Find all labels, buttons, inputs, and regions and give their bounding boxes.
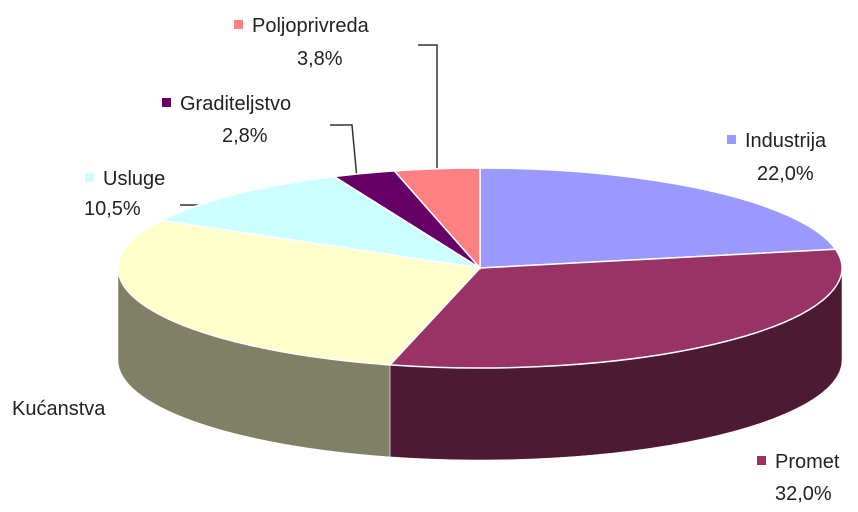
legend-marker bbox=[757, 456, 766, 465]
slice-label: Usluge bbox=[103, 168, 165, 190]
value-label: 3,8% bbox=[297, 48, 343, 70]
leader-line bbox=[418, 44, 438, 185]
value-label: 32,0% bbox=[775, 483, 832, 505]
slice-label: Poljoprivreda bbox=[252, 15, 370, 37]
legend-marker bbox=[85, 173, 94, 182]
slice-label: Promet bbox=[775, 451, 840, 473]
legend-marker bbox=[234, 20, 243, 29]
leader-line bbox=[330, 124, 359, 191]
value-label: 2,8% bbox=[222, 125, 268, 147]
legend-marker bbox=[162, 98, 171, 107]
value-label: 10,5% bbox=[84, 198, 141, 220]
slice bbox=[392, 167, 481, 270]
slice bbox=[159, 175, 481, 269]
slice bbox=[117, 219, 482, 366]
slice bbox=[479, 167, 837, 269]
slice bbox=[388, 248, 843, 369]
slice-label: Kućanstva bbox=[12, 398, 106, 420]
slice-label: Graditeljstvo bbox=[180, 93, 291, 115]
value-label: 22,0% bbox=[757, 163, 814, 185]
slice-label: Industrija bbox=[745, 130, 827, 152]
legend-marker bbox=[727, 135, 736, 144]
